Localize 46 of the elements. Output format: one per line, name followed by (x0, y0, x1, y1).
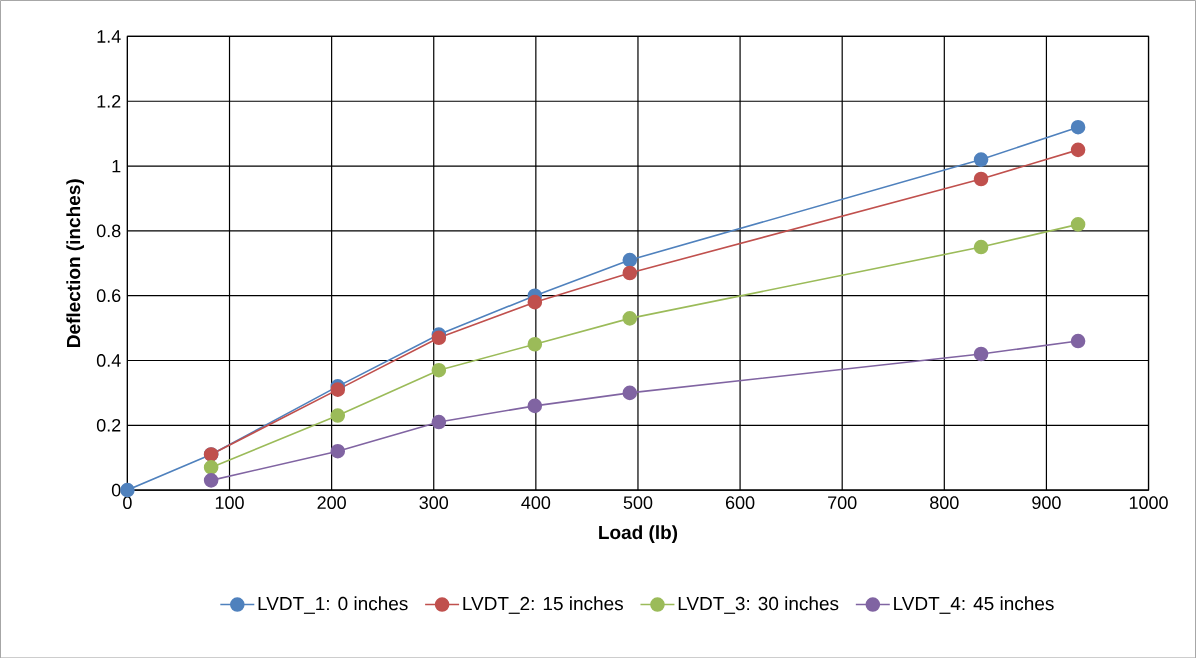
x-axis-title: Load (lb) (599, 524, 678, 543)
x-tick-label: 700 (828, 496, 857, 509)
point (330, 408, 346, 423)
y-tick-label: 1.4 (97, 30, 121, 43)
x-tick-label: 600 (725, 496, 755, 509)
point (527, 336, 543, 352)
point (527, 294, 543, 310)
point (203, 459, 219, 475)
legend-label: LVDT_2: 15 inches (463, 596, 623, 614)
point (203, 472, 219, 488)
x-tick-label: 100 (215, 496, 244, 509)
point (1070, 142, 1086, 157)
point (622, 385, 638, 400)
legend-label: LVDT_4: 45 inches (894, 596, 1054, 614)
point (1070, 119, 1086, 135)
y-tick-label: 0 (111, 483, 121, 497)
y-tick-label: 1.2 (97, 94, 121, 108)
point (330, 382, 346, 397)
legend-label: LVDT_3: 30 inches (678, 596, 839, 614)
point (1070, 216, 1086, 232)
point (431, 414, 447, 430)
x-tick-label: 500 (623, 496, 653, 509)
point (973, 239, 989, 255)
point (973, 346, 989, 362)
y-tick-label: 0.4 (96, 353, 121, 367)
y-tick-label: 0.8 (96, 224, 121, 238)
x-tick-label: 900 (1032, 496, 1061, 509)
y-tick-label: 1 (112, 159, 121, 173)
point (622, 310, 638, 326)
x-tick-label: 200 (317, 496, 346, 509)
point (1070, 333, 1086, 349)
x-tick-label: 800 (930, 496, 959, 509)
y-tick-label: 0.6 (96, 289, 121, 302)
x-tick-label: 400 (521, 496, 551, 509)
point (431, 362, 447, 378)
y-axis-title: Deflection (inches) (66, 179, 85, 347)
point (973, 171, 989, 187)
x-tick-label: 300 (419, 496, 449, 509)
y-tick-label: 0.2 (96, 418, 121, 432)
x-tick-label: 1000 (1129, 496, 1168, 509)
point (622, 265, 638, 281)
point (527, 398, 543, 413)
legend-label: LVDT_1: 0 inches (258, 596, 408, 614)
point (330, 443, 346, 459)
point (973, 152, 989, 167)
point (622, 252, 638, 268)
